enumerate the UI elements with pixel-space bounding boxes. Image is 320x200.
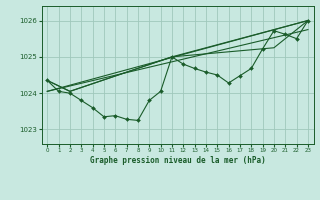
- X-axis label: Graphe pression niveau de la mer (hPa): Graphe pression niveau de la mer (hPa): [90, 156, 266, 165]
